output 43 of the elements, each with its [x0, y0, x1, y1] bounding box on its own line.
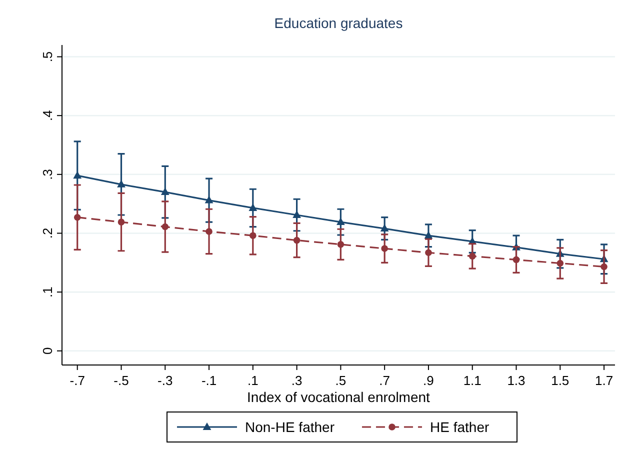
x-tick-label: .1: [247, 373, 258, 388]
point: [337, 241, 344, 248]
point: [424, 231, 433, 239]
point: [468, 252, 476, 260]
x-tick-label: -.3: [158, 373, 173, 388]
point: [250, 232, 256, 239]
x-tick-label: .5: [335, 373, 346, 388]
legend-label: HE father: [430, 419, 490, 435]
point: [162, 223, 169, 230]
y-tick-label: 0: [40, 347, 55, 354]
point: [160, 188, 170, 196]
point: [293, 236, 300, 244]
point: [73, 171, 82, 179]
x-tick-label: -.1: [201, 373, 217, 388]
point: [600, 263, 608, 270]
point: [512, 256, 520, 264]
point: [381, 245, 388, 252]
point: [118, 218, 125, 226]
x-tick-label: 1.5: [551, 373, 570, 388]
point: [74, 214, 81, 221]
x-tick-label: .3: [291, 373, 302, 388]
y-tick-label: .1: [40, 286, 55, 298]
y-tick-label: .2: [40, 228, 55, 239]
legend-label: Non-HE father: [245, 419, 335, 435]
chart-title: Education graduates: [274, 15, 403, 31]
point: [204, 196, 214, 204]
point: [292, 210, 302, 218]
point: [556, 260, 564, 267]
x-tick-label: -.5: [114, 373, 129, 388]
y-tick-label: .3: [40, 168, 55, 180]
point: [425, 249, 432, 256]
x-tick-label: .7: [379, 373, 390, 388]
x-tick-label: .9: [423, 373, 434, 388]
y-tick-label: .4: [40, 110, 55, 122]
x-axis-title: Index of vocational enrolment: [247, 389, 430, 405]
y-tick-label: .5: [40, 51, 55, 62]
x-tick-label: 1.7: [594, 373, 614, 388]
x-tick-label: -.7: [70, 373, 85, 388]
x-tick-label: 1.3: [507, 373, 526, 388]
point: [206, 228, 212, 235]
point: [336, 218, 345, 226]
point: [380, 224, 389, 232]
x-tick-label: 1.1: [463, 373, 482, 388]
